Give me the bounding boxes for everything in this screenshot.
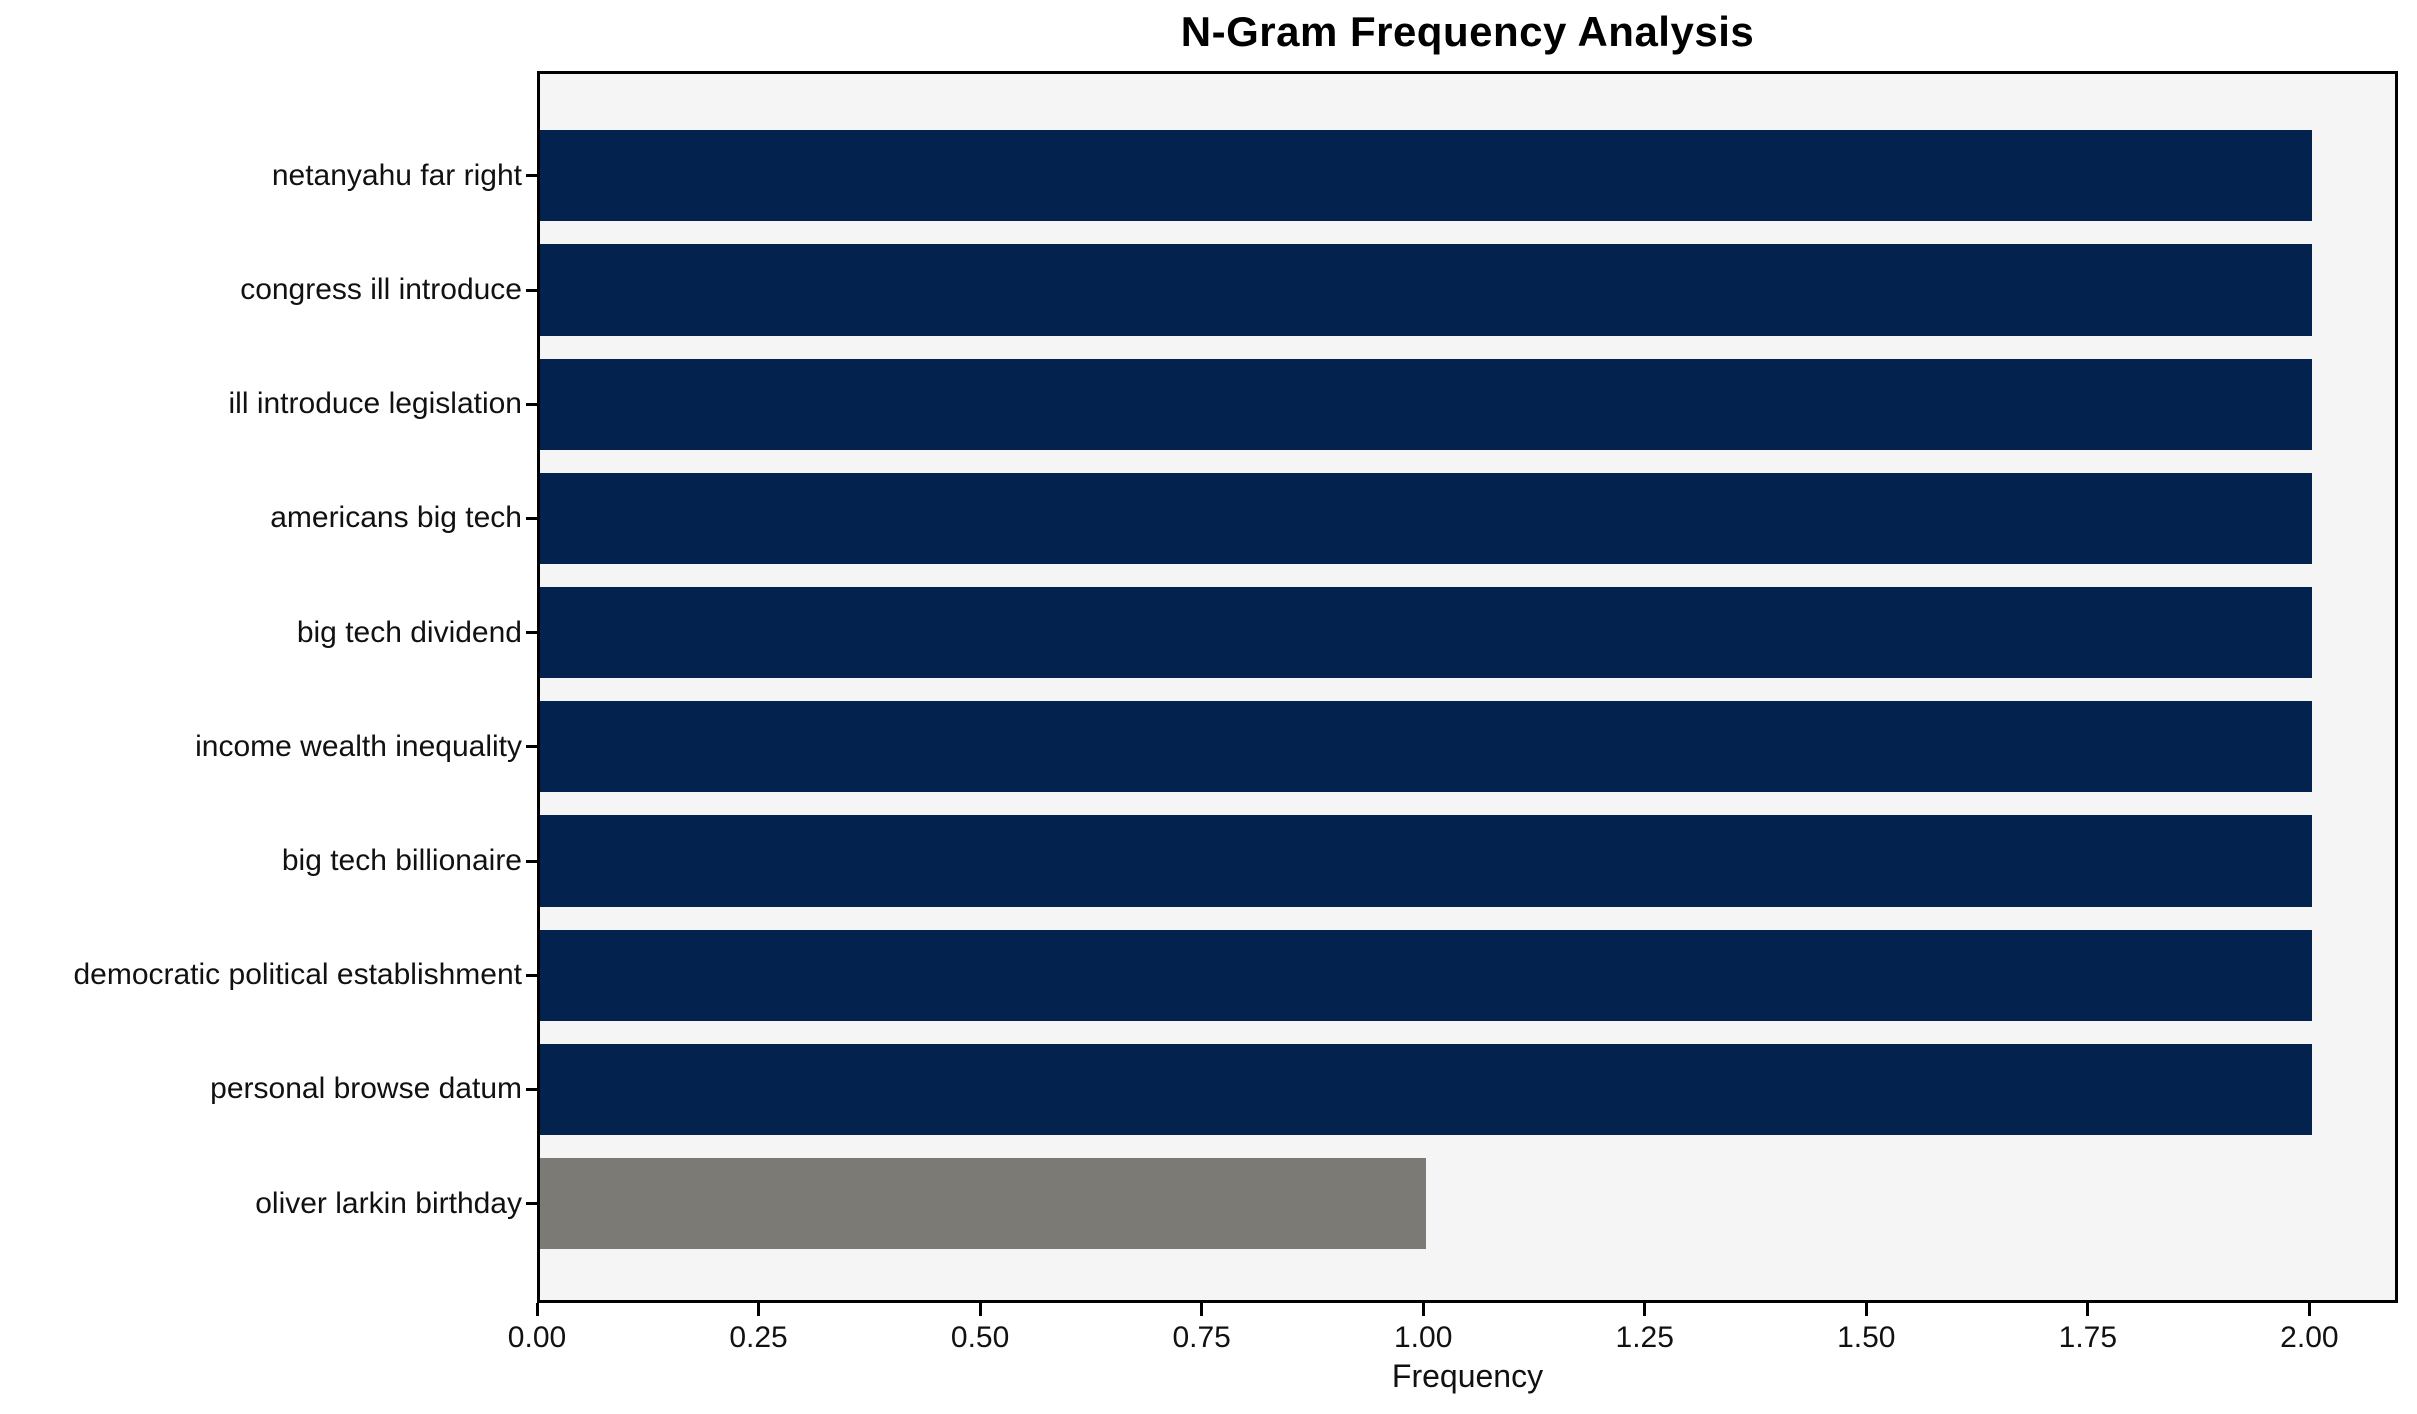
bar — [540, 929, 2313, 1021]
bar — [540, 130, 2313, 222]
bar — [540, 586, 2313, 679]
x-tick-label: 2.00 — [2280, 1321, 2339, 1354]
y-tick-mark — [526, 973, 537, 977]
y-tick-mark — [526, 288, 537, 292]
y-tick-label: democratic political establishment — [73, 958, 522, 992]
x-tick-label: 1.75 — [2058, 1321, 2118, 1354]
x-tick-mark — [757, 1303, 761, 1316]
x-tick-mark — [1864, 1303, 1868, 1316]
bar — [540, 244, 2313, 336]
x-tick-label: 1.25 — [1615, 1321, 1674, 1354]
bar — [540, 1157, 1427, 1250]
x-tick-mark — [535, 1303, 539, 1316]
y-tick-mark — [526, 1202, 537, 1206]
x-tick-mark — [1200, 1303, 1204, 1316]
y-tick-mark — [526, 516, 537, 520]
y-tick-label: ill introduce legislation — [228, 387, 523, 421]
x-tick-label: 0.50 — [950, 1321, 1010, 1354]
y-tick-label: big tech dividend — [296, 615, 522, 649]
x-tick-label: 0.00 — [507, 1321, 567, 1354]
y-axis-labels: netanyahu far right congress ill introduc… — [0, 0, 522, 1414]
bar — [540, 701, 2313, 793]
y-tick-label: big tech billionaire — [281, 844, 522, 877]
y-tick-mark — [526, 745, 537, 749]
x-tick-mark — [1643, 1303, 1647, 1316]
y-tick-label: americans big tech — [270, 501, 522, 535]
y-tick-label: congress ill introduce — [240, 273, 522, 306]
x-tick-mark — [1421, 1303, 1425, 1316]
y-tick-label: personal browse datum — [210, 1072, 522, 1106]
chart-title: N-Gram Frequency Analysis — [1180, 8, 1755, 55]
bar — [540, 472, 2313, 565]
x-tick-label: 1.00 — [1393, 1321, 1453, 1354]
x-tick-mark — [2307, 1303, 2311, 1316]
y-tick-label: oliver larkin birthday — [255, 1186, 522, 1220]
x-tick-mark — [2086, 1303, 2090, 1316]
y-tick-label: netanyahu far right — [271, 158, 522, 192]
x-tick-label: 0.25 — [729, 1321, 788, 1354]
bar — [540, 358, 2313, 450]
x-tick-label: 1.50 — [1837, 1321, 1896, 1354]
y-tick-mark — [526, 402, 537, 406]
y-tick-mark — [526, 859, 537, 863]
bar — [540, 1043, 2313, 1136]
y-tick-label: income wealth inequality — [195, 729, 522, 763]
x-tick-mark — [978, 1303, 982, 1316]
x-axis-label: Frequency — [1391, 1358, 1544, 1394]
x-tick-label: 0.75 — [1172, 1321, 1231, 1354]
y-tick-mark — [526, 174, 537, 178]
y-tick-mark — [526, 1087, 537, 1091]
y-tick-mark — [526, 631, 537, 635]
bar — [540, 815, 2313, 907]
plot-area — [537, 71, 2398, 1303]
